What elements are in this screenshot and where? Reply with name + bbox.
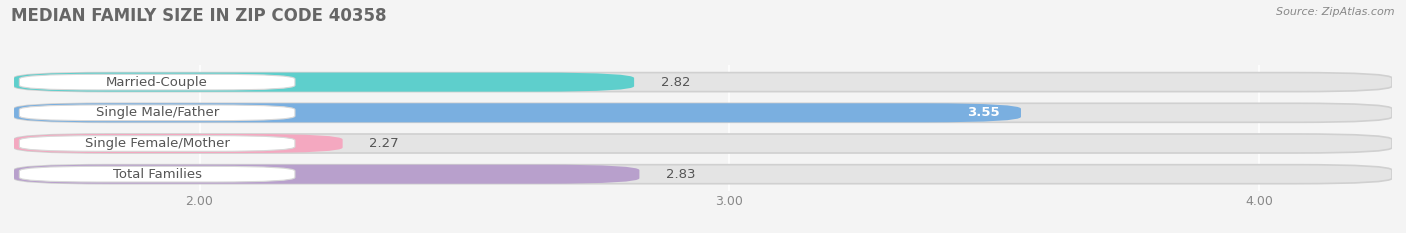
FancyBboxPatch shape xyxy=(20,136,295,151)
Text: 2.83: 2.83 xyxy=(666,168,696,181)
FancyBboxPatch shape xyxy=(14,73,634,92)
Text: Single Male/Father: Single Male/Father xyxy=(96,106,219,119)
FancyBboxPatch shape xyxy=(14,103,1021,122)
FancyBboxPatch shape xyxy=(14,165,1392,184)
Text: 2.82: 2.82 xyxy=(661,76,690,89)
Text: Source: ZipAtlas.com: Source: ZipAtlas.com xyxy=(1277,7,1395,17)
Text: Single Female/Mother: Single Female/Mother xyxy=(84,137,229,150)
FancyBboxPatch shape xyxy=(20,166,295,182)
FancyBboxPatch shape xyxy=(14,134,1392,153)
Text: 3.55: 3.55 xyxy=(967,106,1000,119)
Text: 2.27: 2.27 xyxy=(370,137,399,150)
Text: Married-Couple: Married-Couple xyxy=(107,76,208,89)
FancyBboxPatch shape xyxy=(14,73,1392,92)
FancyBboxPatch shape xyxy=(14,103,1392,122)
FancyBboxPatch shape xyxy=(20,105,295,121)
FancyBboxPatch shape xyxy=(14,134,343,153)
FancyBboxPatch shape xyxy=(20,74,295,90)
Text: Total Families: Total Families xyxy=(112,168,201,181)
Text: MEDIAN FAMILY SIZE IN ZIP CODE 40358: MEDIAN FAMILY SIZE IN ZIP CODE 40358 xyxy=(11,7,387,25)
FancyBboxPatch shape xyxy=(14,165,640,184)
